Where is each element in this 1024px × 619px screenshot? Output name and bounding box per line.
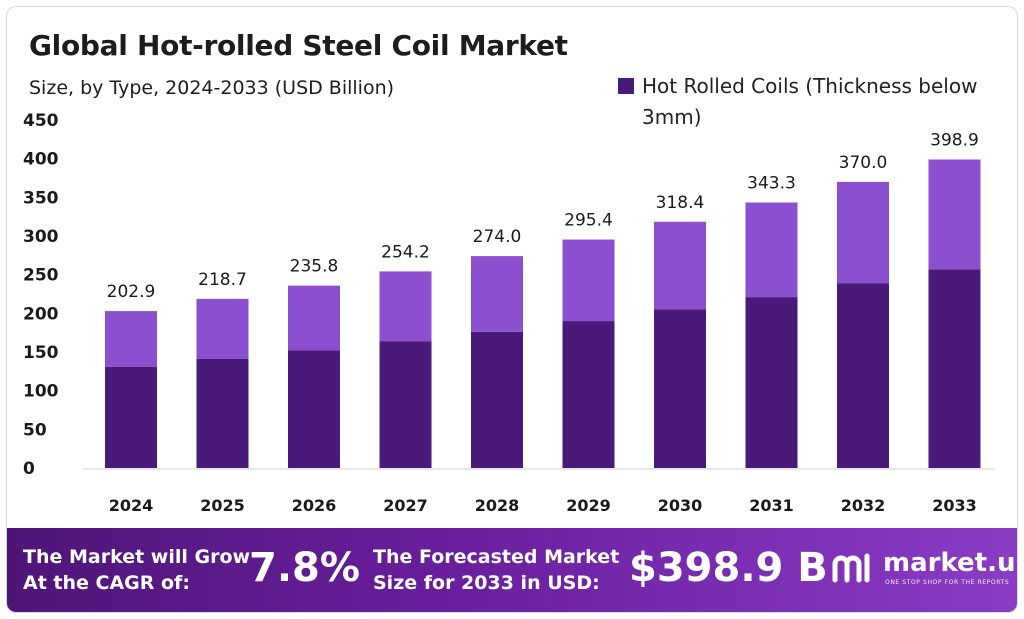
bar-segment-top [837, 181, 889, 284]
brand-tagline: ONE STOP SHOP FOR THE REPORTS [885, 579, 1010, 586]
chart-card: Global Hot-rolled Steel Coil Market Size… [6, 6, 1018, 613]
bar-chart: 0 50 100 150 200 250 300 350 400 450 202.9 2024 218.… [23, 111, 995, 515]
bar-segment-top [288, 285, 340, 351]
legend-label-line2: 3mm) [642, 105, 702, 129]
chart-subtitle: Size, by Type, 2024-2033 (USD Billion) [29, 77, 395, 99]
market-us-logo-icon [832, 553, 870, 583]
data-label: 343.3 [747, 174, 796, 194]
bar-segment-base [562, 321, 615, 468]
forecast-caption-line1: The Forecasted Market [373, 546, 620, 568]
bar-segment-base [471, 331, 523, 468]
y-tick-label: 200 [23, 304, 59, 324]
x-tick-label: 2025 [200, 496, 245, 515]
bar-segment-top [105, 311, 157, 367]
bar-segment-base [196, 358, 249, 468]
y-tick-label: 250 [23, 266, 59, 286]
forecast-caption-line2: Size for 2033 in USD: [373, 572, 600, 594]
bar-segment-top [196, 298, 249, 359]
data-label: 274.0 [473, 227, 522, 247]
y-tick-label: 350 [23, 188, 59, 208]
bar-segment-base [105, 366, 157, 468]
data-label: 202.9 [107, 282, 156, 302]
y-tick-label: 50 [23, 420, 47, 440]
bar-segment-base [654, 309, 706, 468]
legend-swatch [618, 78, 634, 94]
bar-segment-top [562, 239, 615, 322]
data-label: 235.8 [290, 257, 339, 277]
bar-segment-top [379, 271, 432, 342]
data-label: 318.4 [656, 193, 705, 213]
x-tick-label: 2028 [475, 496, 520, 515]
y-tick-label: 300 [23, 227, 59, 247]
data-label: 218.7 [198, 270, 247, 290]
x-tick-label: 2024 [109, 496, 154, 515]
chart-title: Global Hot-rolled Steel Coil Market [29, 29, 568, 62]
cagr-caption-line1: The Market will Grow [23, 546, 251, 568]
data-label: 398.9 [930, 131, 979, 151]
y-tick-label: 0 [23, 459, 35, 479]
x-tick-label: 2026 [292, 496, 337, 515]
bar-segment-base [379, 341, 432, 468]
cagr-caption-line2: At the CAGR of: [23, 572, 190, 594]
summary-banner: The Market will Grow At the CAGR of: 7.8… [7, 528, 1017, 612]
y-tick-label: 100 [23, 382, 59, 402]
x-tick-label: 2029 [566, 496, 611, 515]
data-label: 295.4 [564, 211, 613, 231]
bar-segment-top [654, 221, 706, 310]
y-tick-label: 450 [23, 111, 59, 131]
bar-segment-top [745, 202, 798, 298]
cagr-caption: The Market will Grow At the CAGR of: [23, 544, 250, 596]
bar-segment-base [837, 283, 889, 468]
x-tick-label: 2030 [658, 496, 703, 515]
forecast-caption: The Forecasted Market Size for 2033 in U… [373, 544, 619, 596]
bar-segment-base [745, 297, 798, 468]
x-tick-label: 2027 [383, 496, 428, 515]
brand-logo: market.us ONE STOP SHOP FOR THE REPORTS [831, 548, 1017, 590]
x-tick-label: 2031 [749, 496, 794, 515]
bar-segment-base [928, 269, 981, 468]
forecast-value: $398.9 B [629, 545, 828, 591]
bar-segment-base [288, 350, 340, 468]
bar-segment-top [928, 159, 981, 270]
data-label: 254.2 [381, 242, 430, 262]
bar-segment-top [471, 256, 523, 332]
x-tick-label: 2032 [841, 496, 886, 515]
y-tick-label: 400 [23, 150, 59, 170]
x-tick-label: 2033 [932, 496, 977, 515]
data-label: 370.0 [839, 153, 888, 173]
y-tick-label: 150 [23, 343, 59, 363]
cagr-value: 7.8% [249, 545, 360, 591]
brand-name: market.us [883, 548, 1018, 578]
legend-label-line1: Hot Rolled Coils (Thickness below [642, 74, 978, 98]
legend: Hot Rolled Coils (Thickness below 3mm) [618, 71, 1008, 133]
